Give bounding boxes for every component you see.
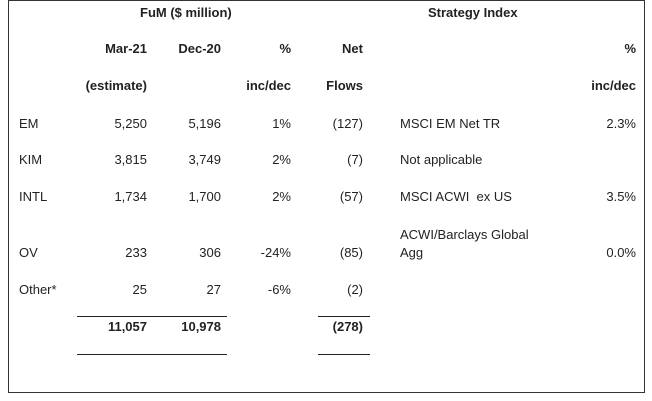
cell-flows: (85) bbox=[339, 245, 363, 260]
col-idx-pct-subheader: inc/dec bbox=[591, 78, 636, 93]
total-dec20: 10,978 bbox=[181, 319, 221, 334]
cell-index-pct: 2.3% bbox=[606, 116, 636, 131]
table-frame bbox=[8, 0, 645, 393]
total-mar21: 11,057 bbox=[107, 319, 147, 334]
total-flows: (278) bbox=[332, 319, 363, 334]
row-label: EM bbox=[19, 116, 39, 131]
col-pct-header: % bbox=[279, 41, 291, 56]
col-net-header: Net bbox=[342, 41, 363, 56]
cell-index-pct: 3.5% bbox=[606, 189, 636, 204]
cell-mar21: 25 bbox=[132, 282, 147, 297]
cell-mar21: 233 bbox=[125, 245, 147, 260]
cell-pct: 1% bbox=[272, 116, 291, 131]
totals-bottom-rule bbox=[77, 354, 227, 355]
col-net-subheader: Flows bbox=[326, 78, 363, 93]
col-mar21-subheader: (estimate) bbox=[85, 78, 147, 93]
cell-mar21: 3,815 bbox=[114, 152, 147, 167]
cell-dec20: 1,700 bbox=[188, 189, 221, 204]
row-label: KIM bbox=[19, 152, 43, 167]
row-label: Other* bbox=[19, 282, 57, 297]
cell-dec20: 5,196 bbox=[188, 116, 221, 131]
cell-flows: (127) bbox=[332, 116, 363, 131]
cell-pct: 2% bbox=[272, 152, 291, 167]
cell-dec20: 306 bbox=[199, 245, 221, 260]
flows-bottom-rule bbox=[318, 354, 370, 355]
cell-pct: -24% bbox=[260, 245, 291, 260]
cell-flows: (57) bbox=[339, 189, 363, 204]
row-label: INTL bbox=[19, 189, 48, 204]
fum-group-header: FuM ($ million) bbox=[140, 5, 232, 20]
cell-index: MSCI ACWI ex US bbox=[400, 189, 512, 204]
cell-pct: -6% bbox=[267, 282, 291, 297]
cell-index: ACWI/Barclays Global bbox=[400, 227, 529, 242]
col-pct-subheader: inc/dec bbox=[246, 78, 291, 93]
flows-top-rule bbox=[318, 316, 370, 317]
totals-top-rule bbox=[77, 316, 227, 317]
strategy-group-header: Strategy Index bbox=[428, 5, 518, 20]
cell-index: MSCI EM Net TR bbox=[400, 116, 501, 131]
row-label: OV bbox=[19, 245, 38, 260]
cell-mar21: 5,250 bbox=[114, 116, 147, 131]
cell-index: Not applicable bbox=[400, 152, 483, 167]
cell-index-line2: Agg bbox=[400, 245, 424, 260]
col-dec20-header: Dec-20 bbox=[178, 41, 221, 56]
cell-pct: 2% bbox=[272, 189, 291, 204]
col-idx-pct-header: % bbox=[624, 41, 636, 56]
cell-dec20: 3,749 bbox=[188, 152, 221, 167]
cell-flows: (2) bbox=[347, 282, 363, 297]
cell-dec20: 27 bbox=[206, 282, 221, 297]
col-mar21-header: Mar-21 bbox=[105, 41, 147, 56]
cell-mar21: 1,734 bbox=[114, 189, 147, 204]
cell-flows: (7) bbox=[347, 152, 363, 167]
cell-index-pct: 0.0% bbox=[606, 245, 636, 260]
